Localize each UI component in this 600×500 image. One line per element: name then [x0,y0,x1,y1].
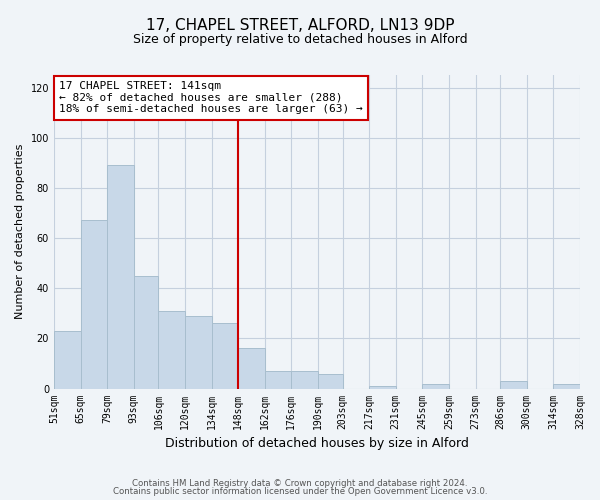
Bar [80,220,107,388]
Bar [369,386,396,388]
Text: Contains public sector information licensed under the Open Government Licence v3: Contains public sector information licen… [113,487,487,496]
Bar [54,331,80,388]
Bar [158,311,185,388]
Bar [422,384,449,388]
Bar [553,384,580,388]
Bar [212,324,238,388]
Bar [185,316,212,388]
Text: Size of property relative to detached houses in Alford: Size of property relative to detached ho… [133,32,467,46]
Bar [107,166,134,388]
Bar [238,348,265,389]
Bar [292,371,318,388]
Y-axis label: Number of detached properties: Number of detached properties [15,144,25,320]
Bar [318,374,343,388]
X-axis label: Distribution of detached houses by size in Alford: Distribution of detached houses by size … [165,437,469,450]
Text: 17, CHAPEL STREET, ALFORD, LN13 9DP: 17, CHAPEL STREET, ALFORD, LN13 9DP [146,18,454,32]
Text: 17 CHAPEL STREET: 141sqm
← 82% of detached houses are smaller (288)
18% of semi-: 17 CHAPEL STREET: 141sqm ← 82% of detach… [59,82,363,114]
Text: Contains HM Land Registry data © Crown copyright and database right 2024.: Contains HM Land Registry data © Crown c… [132,478,468,488]
Bar [500,381,527,388]
Bar [134,276,158,388]
Bar [265,371,292,388]
